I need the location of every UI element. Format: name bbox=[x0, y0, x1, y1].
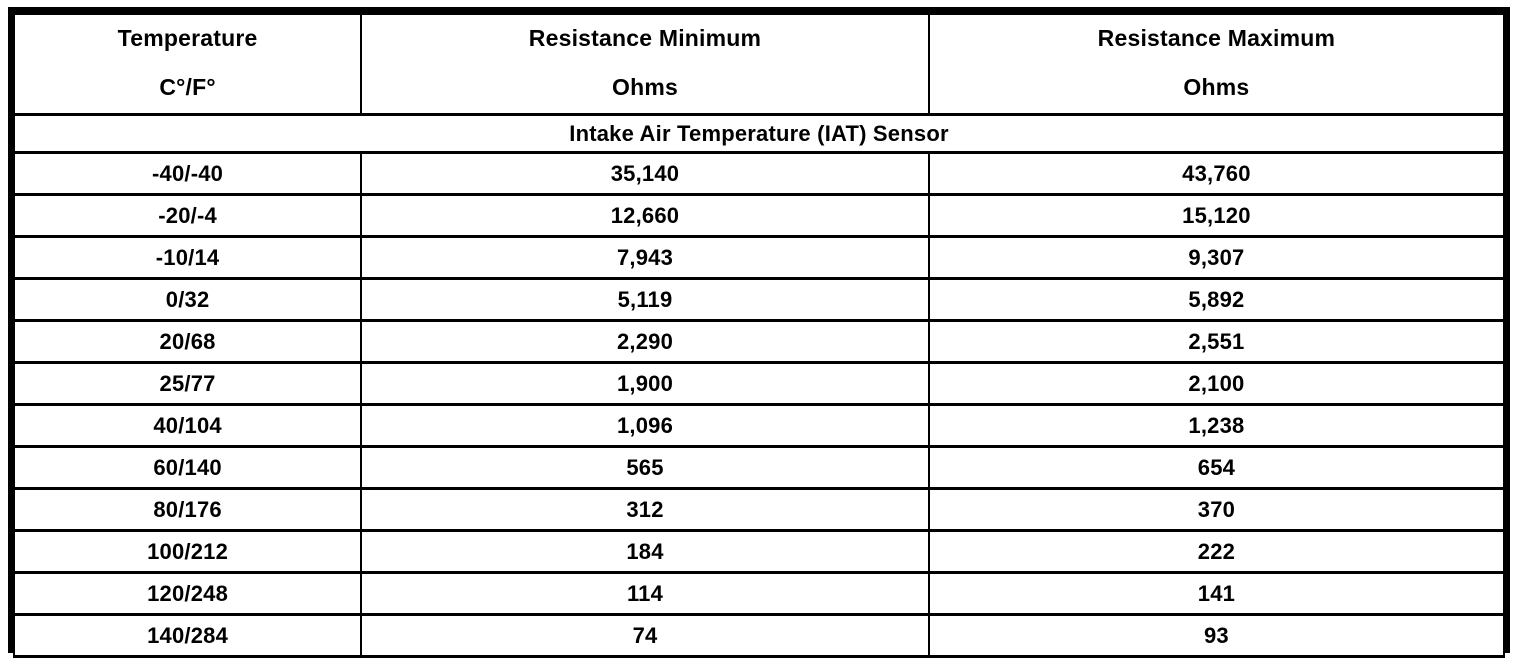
temp-cell: 120/248 bbox=[12, 571, 363, 616]
res-min-cell: 184 bbox=[360, 529, 930, 574]
table-row: 0/32 5,119 5,892 bbox=[12, 277, 1506, 322]
table-row: 60/140 565 654 bbox=[12, 445, 1506, 490]
temp-cell: -20/-4 bbox=[12, 193, 363, 238]
res-max-cell: 15,120 bbox=[927, 193, 1506, 238]
col-header-temperature: Temperature C°/F° bbox=[12, 12, 363, 116]
res-min-cell: 565 bbox=[360, 445, 930, 490]
col-header-resistance-max: Resistance Maximum Ohms bbox=[927, 12, 1506, 116]
res-min-cell: 5,119 bbox=[360, 277, 930, 322]
col-unit-resistance-min: Ohms bbox=[612, 74, 678, 100]
res-min-cell: 1,900 bbox=[360, 361, 930, 406]
res-min-cell: 2,290 bbox=[360, 319, 930, 364]
res-min-cell: 1,096 bbox=[360, 403, 930, 448]
res-min-cell: 74 bbox=[360, 613, 930, 658]
res-min-cell: 7,943 bbox=[360, 235, 930, 280]
table-row: 20/68 2,290 2,551 bbox=[12, 319, 1506, 364]
table-row: 40/104 1,096 1,238 bbox=[12, 403, 1506, 448]
temp-cell: -10/14 bbox=[12, 235, 363, 280]
table-row: 140/284 74 93 bbox=[12, 613, 1506, 658]
col-unit-temperature: C°/F° bbox=[159, 74, 216, 100]
res-max-cell: 141 bbox=[927, 571, 1506, 616]
res-max-cell: 2,100 bbox=[927, 361, 1506, 406]
temp-cell: 140/284 bbox=[12, 613, 363, 658]
table-row: 100/212 184 222 bbox=[12, 529, 1506, 574]
temp-cell: 60/140 bbox=[12, 445, 363, 490]
col-unit-resistance-max: Ohms bbox=[1183, 74, 1250, 100]
table-row: 120/248 114 141 bbox=[12, 571, 1506, 616]
res-max-cell: 1,238 bbox=[927, 403, 1506, 448]
iat-sensor-resistance-table: Temperature C°/F° Resistance Minimum Ohm… bbox=[12, 12, 1506, 658]
temp-cell: 40/104 bbox=[12, 403, 363, 448]
temp-cell: -40/-40 bbox=[12, 151, 363, 196]
res-max-cell: 370 bbox=[927, 487, 1506, 532]
column-header-row: Temperature C°/F° Resistance Minimum Ohm… bbox=[12, 12, 1506, 116]
col-title-resistance-max: Resistance Maximum bbox=[1097, 25, 1336, 51]
temp-cell: 100/212 bbox=[12, 529, 363, 574]
res-max-cell: 93 bbox=[927, 613, 1506, 658]
table-row: -20/-4 12,660 15,120 bbox=[12, 193, 1506, 238]
res-min-cell: 114 bbox=[360, 571, 930, 616]
temp-cell: 80/176 bbox=[12, 487, 363, 532]
temp-cell: 25/77 bbox=[12, 361, 363, 406]
section-header-row: Intake Air Temperature (IAT) Sensor bbox=[13, 113, 1505, 154]
res-max-cell: 222 bbox=[927, 529, 1506, 574]
table-row: -10/14 7,943 9,307 bbox=[12, 235, 1506, 280]
col-header-resistance-min: Resistance Minimum Ohms bbox=[360, 12, 930, 116]
res-max-cell: 2,551 bbox=[927, 319, 1506, 364]
section-header: Intake Air Temperature (IAT) Sensor bbox=[13, 113, 1505, 154]
temp-cell: 0/32 bbox=[12, 277, 363, 322]
document-table: Temperature C°/F° Resistance Minimum Ohm… bbox=[8, 7, 1510, 658]
res-min-cell: 12,660 bbox=[360, 193, 930, 238]
res-max-cell: 43,760 bbox=[927, 151, 1506, 196]
res-min-cell: 35,140 bbox=[360, 151, 930, 196]
col-title-temperature: Temperature bbox=[117, 25, 258, 51]
table-row: 80/176 312 370 bbox=[12, 487, 1506, 532]
res-max-cell: 5,892 bbox=[927, 277, 1506, 322]
res-min-cell: 312 bbox=[360, 487, 930, 532]
table-row: 25/77 1,900 2,100 bbox=[12, 361, 1506, 406]
res-max-cell: 654 bbox=[927, 445, 1506, 490]
col-title-resistance-min: Resistance Minimum bbox=[528, 25, 762, 51]
temp-cell: 20/68 bbox=[12, 319, 363, 364]
res-max-cell: 9,307 bbox=[927, 235, 1506, 280]
table-row: -40/-40 35,140 43,760 bbox=[12, 151, 1506, 196]
